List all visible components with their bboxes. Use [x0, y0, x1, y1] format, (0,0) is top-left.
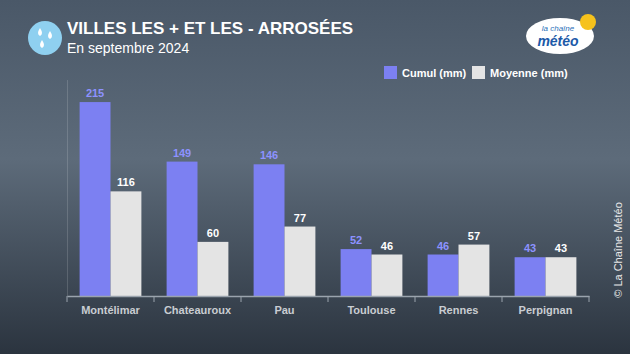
copyright: © La Chaîne Météo	[612, 202, 624, 298]
x-separator	[502, 296, 503, 302]
data-label: 60	[207, 227, 219, 239]
x-tick-label: Chateauroux	[164, 304, 232, 316]
chart: VILLES LES + ET LES - ARROSÉES En septemb…	[0, 0, 630, 354]
x-separators	[67, 296, 589, 302]
x-tick: Montélimar	[81, 296, 140, 316]
bar	[254, 164, 285, 296]
title: VILLES LES + ET LES - ARROSÉES	[67, 19, 353, 38]
data-label: 77	[294, 212, 306, 224]
data-label: 46	[437, 240, 449, 252]
y-axis	[67, 80, 68, 296]
icon	[28, 21, 62, 55]
data-label: 43	[555, 242, 567, 254]
x-tick: Rennes	[439, 296, 479, 316]
legend-swatch	[384, 66, 397, 79]
data-label: 116	[117, 176, 135, 188]
legend-swatch	[472, 66, 485, 79]
legend-label: Cumul (mm)	[402, 67, 467, 79]
x-separator	[67, 296, 68, 302]
x-tick-label: Montélimar	[81, 304, 140, 316]
x-separator	[415, 296, 416, 302]
bars	[80, 102, 577, 296]
legend: Cumul (mm) Moyenne (mm)	[384, 66, 568, 79]
legend-label: Moyenne (mm)	[490, 67, 568, 79]
data-label: 52	[350, 234, 362, 246]
x-tick-label: Pau	[274, 304, 294, 316]
bar	[459, 245, 490, 296]
x-separator	[241, 296, 242, 302]
x-tick: Perpignan	[519, 296, 573, 316]
data-label: 215	[86, 87, 104, 99]
bar	[341, 249, 372, 296]
bar	[546, 257, 577, 296]
x-tick-label: Rennes	[439, 304, 479, 316]
bar	[111, 191, 142, 296]
x-axis: Montélimar Chateauroux Pau Toulouse Rennes Pe…	[68, 296, 590, 316]
bar	[428, 255, 459, 296]
bar	[372, 255, 403, 296]
logo-text: météo	[537, 33, 579, 49]
data-label: 57	[468, 230, 480, 242]
x-separator	[328, 296, 329, 302]
x-tick: Chateauroux	[164, 296, 232, 316]
y-axis-line	[67, 80, 68, 296]
logo-text: la chaîne	[542, 24, 575, 33]
background	[0, 0, 630, 354]
x-separator	[589, 296, 590, 302]
data-label: 146	[260, 149, 278, 161]
x-tick: Pau	[274, 296, 294, 316]
x-tick-label: Perpignan	[519, 304, 573, 316]
bar	[198, 242, 229, 296]
bar	[285, 227, 316, 296]
bar	[167, 162, 198, 296]
subtitle: En septembre 2024	[67, 40, 189, 56]
x-tick-label: Toulouse	[347, 304, 395, 316]
data-labels: 215 149 146 52 46 43 116 60 77 46 57 43	[86, 87, 567, 254]
x-separator	[154, 296, 155, 302]
data-label: 149	[173, 147, 191, 159]
bar	[80, 102, 111, 296]
logo: la chaînemétéo	[526, 14, 596, 54]
data-label: 46	[381, 240, 393, 252]
data-label: 43	[524, 242, 536, 254]
x-tick: Toulouse	[347, 296, 395, 316]
bar	[515, 257, 546, 296]
